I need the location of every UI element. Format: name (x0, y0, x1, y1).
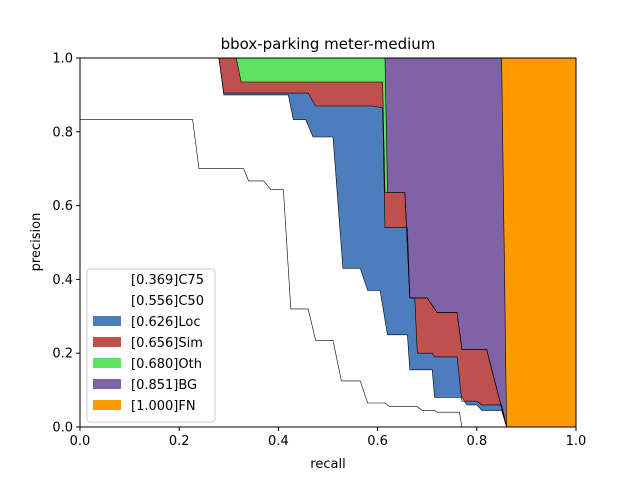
legend-swatch-c50 (93, 295, 121, 305)
legend-swatch-oth (93, 358, 121, 368)
curve-c50 (80, 57, 507, 428)
x-tick-label: 0.8 (466, 434, 487, 449)
plot-frame (79, 57, 577, 428)
y-tick-label: 0.4 (52, 273, 73, 288)
x-axis: 0.0 0.2 0.4 0.6 0.8 1.0 (70, 427, 587, 449)
legend-label-fn: [1.000]FN (131, 399, 196, 414)
legend: [0.369]C75 [0.556]C50 [0.626]Loc [0.656]Sim… (86, 268, 216, 423)
y-tick-label: 0.8 (52, 125, 73, 140)
x-axis-label: recall (310, 457, 345, 472)
y-tick-label: 0.2 (52, 347, 73, 362)
x-tick-label: 0.0 (70, 434, 91, 449)
legend-swatch-c75 (93, 274, 121, 284)
x-tick-label: 0.4 (268, 434, 289, 449)
curve-oth (80, 57, 507, 428)
y-tick-label: 0.6 (52, 199, 73, 214)
legend-swatch-bg (93, 379, 121, 389)
legend-swatch-sim (93, 337, 121, 347)
y-axis-label: precision (29, 213, 44, 272)
y-tick-label: 1.0 (52, 52, 73, 67)
y-axis: 0.0 0.2 0.4 0.6 0.8 1.0 (52, 52, 80, 436)
x-tick-label: 1.0 (566, 434, 587, 449)
legend-label-bg: [0.851]BG (131, 378, 197, 393)
legend-swatch-fn (93, 400, 121, 410)
legend-swatch-loc (93, 316, 121, 326)
x-tick-label: 0.2 (169, 434, 190, 449)
legend-label-sim: [0.656]Sim (131, 336, 203, 351)
curve-loc (80, 57, 507, 428)
chart-title: bbox-parking meter-medium (221, 35, 436, 53)
legend-label-loc: [0.626]Loc (131, 315, 200, 330)
legend-label-oth: [0.680]Oth (131, 357, 202, 372)
y-tick-label: 0.0 (52, 421, 73, 436)
x-tick-label: 0.6 (367, 434, 388, 449)
legend-label-c50: [0.556]C50 (131, 294, 204, 309)
legend-label-c75: [0.369]C75 (131, 273, 204, 288)
curve-c75 (80, 119, 463, 428)
